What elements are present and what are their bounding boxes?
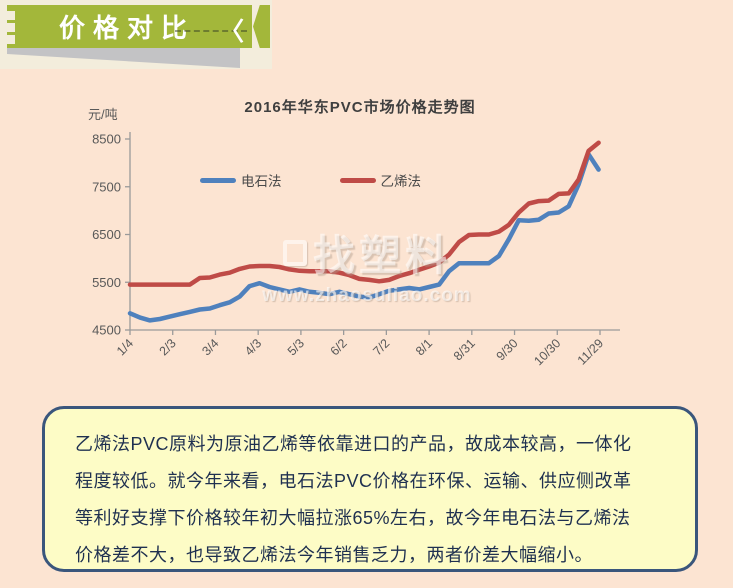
ribbon-notch <box>6 35 15 44</box>
y-tick-label: 8500 <box>92 132 121 147</box>
series-line-0 <box>127 152 601 323</box>
x-tick-label: 11/29 <box>575 336 606 367</box>
legend-item-carbide: 电石法 <box>200 170 282 190</box>
legend-item-ethylene: 乙烯法 <box>339 170 422 190</box>
note-line: 程度较低。就今年来看，电石法PVC价格在环保、运输、供应侧改革 <box>75 471 632 491</box>
legend-label-carbide: 电石法 <box>241 174 282 189</box>
note-line: 价格差不大，也导致乙烯法今年销售乏力，两者价差大幅缩小。 <box>75 545 593 565</box>
legend-swatch-carbide <box>200 177 236 183</box>
series-line-1 <box>127 140 601 287</box>
chart-legend: 电石法 乙烯法 <box>200 170 421 190</box>
y-tick-label: 4500 <box>92 323 121 338</box>
note-line: 等利好支撑下价格较年初大幅拉涨65%左右，故今年电石法与乙烯法 <box>75 508 631 528</box>
y-tick-label: 5500 <box>92 275 121 290</box>
ribbon-dash-decoration <box>175 30 247 32</box>
x-tick-label: 8/31 <box>451 336 478 363</box>
ribbon-notch <box>6 23 15 32</box>
x-tick-label: 5/3 <box>285 336 307 358</box>
x-tick-label: 9/30 <box>494 336 521 363</box>
legend-swatch-ethylene <box>339 177 376 183</box>
note-line: 乙烯法PVC原料为原油乙烯等依靠进口的产品，故成本较高，一体化 <box>75 434 632 454</box>
chart-title: 2016年华东PVC市场价格走势图 <box>244 99 476 116</box>
x-tick-label: 1/4 <box>114 336 136 358</box>
chevron-left-icon: 〈 <box>218 18 244 46</box>
plot-area: 4500 5500 6500 7500 8500 1/4 2/3 3/4 4/3 5/3 6/2 7/… <box>92 132 620 368</box>
summary-note-box: 乙烯法PVC原料为原油乙烯等依靠进口的产品，故成本较高，一体化 程度较低。就今年来… <box>42 406 698 572</box>
x-tick-label: 6/2 <box>328 336 350 358</box>
x-tick-label: 7/2 <box>370 336 392 358</box>
x-tick-label: 4/3 <box>242 336 264 358</box>
price-trend-chart: 4500 5500 6500 7500 8500 1/4 2/3 3/4 4/3 5/3 6/2 7/… <box>80 88 640 388</box>
y-tick-label: 7500 <box>92 179 121 194</box>
x-tick-label: 3/4 <box>199 336 221 358</box>
y-tick-label: 6500 <box>92 227 121 242</box>
legend-label-ethylene: 乙烯法 <box>380 174 422 189</box>
x-tick-label: 10/30 <box>531 336 563 368</box>
ribbon-tail <box>253 5 270 48</box>
header-ribbon: 价格对比 〈 <box>6 5 252 48</box>
x-tick-label: 8/1 <box>413 336 435 358</box>
y-axis-unit-label: 元/吨 <box>88 107 118 122</box>
section-title: 价格对比 <box>59 13 196 43</box>
x-tick-label: 2/3 <box>157 336 179 358</box>
ribbon-notch <box>6 11 15 20</box>
